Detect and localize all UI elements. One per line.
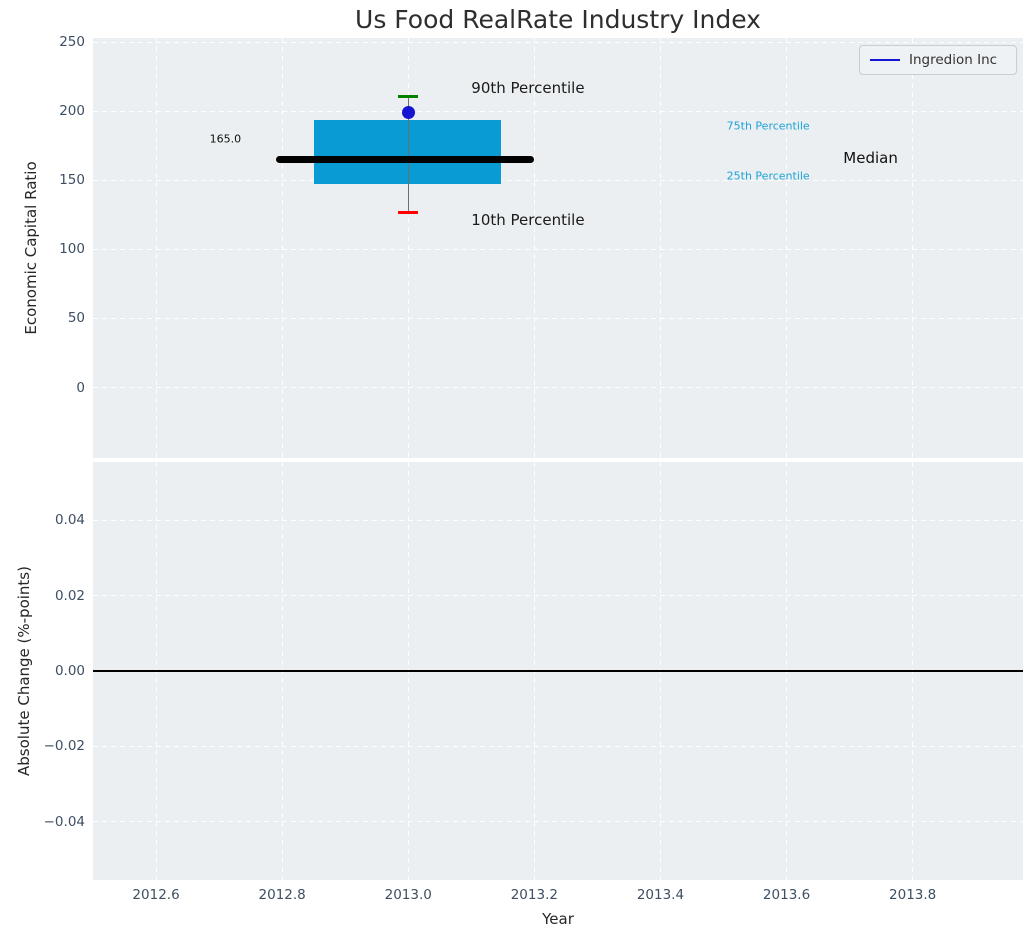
gridline-y <box>93 519 1023 521</box>
y-tick-label: 100 <box>59 241 85 258</box>
gridline-x <box>786 38 788 458</box>
zero-line <box>93 670 1023 672</box>
y-tick-label: 50 <box>67 310 85 327</box>
chart-title: Us Food RealRate Industry Index <box>355 5 761 34</box>
annotation: Median <box>843 149 898 168</box>
gridline-y <box>93 317 1023 319</box>
legend-line-sample-icon <box>870 59 900 61</box>
y-tick-label: 0.02 <box>54 587 85 604</box>
y-tick-label: 0.00 <box>54 663 85 679</box>
top-axes: 90th Percentile 10th Percentile 165.0 75th … <box>93 38 1023 458</box>
legend: Ingredion Inc <box>859 45 1017 75</box>
gridline-y <box>93 110 1023 112</box>
gridline-x <box>659 38 661 458</box>
gridline-x <box>407 38 409 458</box>
whisker-cap-90 <box>398 94 419 98</box>
x-tick-label: 2012.6 <box>132 887 180 903</box>
y-tick-label: −0.04 <box>43 813 85 830</box>
annotation: 90th Percentile <box>471 78 585 97</box>
gridline-y <box>93 179 1023 181</box>
whisker-cap-10 <box>398 210 419 214</box>
gridline-y <box>93 745 1023 747</box>
gridline-y <box>93 248 1023 250</box>
y-tick-label: 250 <box>59 34 85 51</box>
gridline-x <box>155 38 157 458</box>
gridline-y <box>93 595 1023 597</box>
y-tick-label: −0.02 <box>43 738 85 755</box>
x-tick-label: 2013.8 <box>889 887 937 903</box>
x-axis-label: Year <box>542 910 574 928</box>
annotation: 25th Percentile <box>726 169 810 183</box>
gridline-y <box>93 41 1023 43</box>
annotation: 75th Percentile <box>726 119 810 133</box>
gridline-x <box>912 38 914 458</box>
y-tick-label: 150 <box>59 172 85 189</box>
gridline-y <box>93 821 1023 823</box>
x-tick-label: 2013.0 <box>384 887 432 903</box>
x-tick-label: 2013.2 <box>510 887 558 903</box>
gridline-x <box>533 38 535 458</box>
median-line <box>275 156 535 164</box>
x-tick-label: 2012.8 <box>258 887 306 903</box>
x-tick-label: 2013.4 <box>636 887 685 903</box>
gridline-y <box>93 387 1023 389</box>
legend-label: Ingredion Inc <box>909 52 998 68</box>
annotation: 10th Percentile <box>471 211 585 230</box>
y-tick-label: 200 <box>59 103 85 120</box>
box-iqr <box>313 119 501 185</box>
y-tick-label: 0.04 <box>54 512 85 529</box>
x-tick-label: 2013.6 <box>762 887 811 903</box>
company-marker <box>401 106 415 120</box>
annotation: 165.0 <box>209 132 242 146</box>
gridline-x <box>281 38 283 458</box>
bottom-axes <box>93 462 1023 880</box>
y-tick-label: 0 <box>76 379 85 396</box>
whisker-line <box>407 96 409 213</box>
